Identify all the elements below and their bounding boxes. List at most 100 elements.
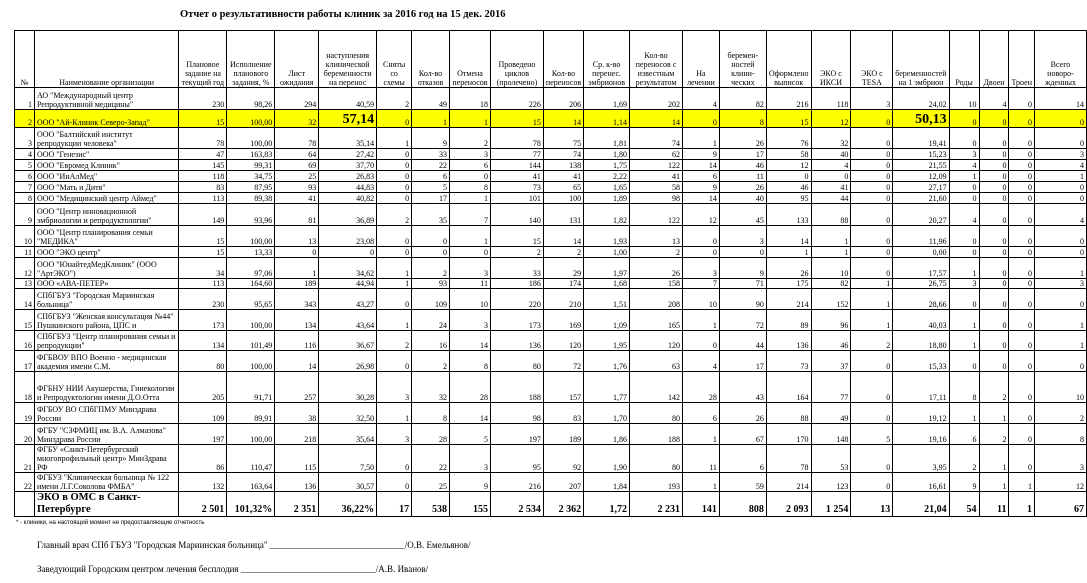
row-number: 22 bbox=[14, 472, 35, 492]
cell-value: 83 bbox=[542, 402, 585, 424]
column-header-label: На лечении bbox=[687, 69, 715, 87]
cell-value: 98,26 bbox=[226, 87, 276, 110]
organization-name: ФГБОУ ВО СПбГПМУ Минздрава России bbox=[33, 402, 180, 424]
cell-value: 6 bbox=[681, 402, 720, 424]
cell-value: 2 bbox=[629, 246, 683, 258]
cell-value: 0 bbox=[318, 246, 378, 258]
cell-value: 197 bbox=[489, 423, 544, 445]
cell-value: 27,42 bbox=[318, 148, 378, 160]
cell-value: 1,70 bbox=[583, 402, 631, 424]
organization-name: ООО "ЮнайтедМедКлиник" (ООО "АртЭКО") bbox=[33, 257, 180, 279]
cell-value: 205 bbox=[178, 371, 228, 403]
cell-value: 140 bbox=[489, 203, 544, 226]
cell-value: 26 bbox=[718, 402, 767, 424]
cell-value: 0 bbox=[1008, 192, 1035, 204]
cell-value: 2 bbox=[1033, 402, 1087, 424]
cell-value: 0 bbox=[850, 472, 894, 492]
cell-value: 18 bbox=[449, 87, 491, 110]
column-header: беременностей на 1 эмбрион bbox=[892, 30, 950, 88]
column-header: Всего новоро-жденных bbox=[1033, 30, 1087, 88]
cell-value: 14 bbox=[681, 159, 720, 171]
cell-value: 216 bbox=[765, 87, 812, 110]
column-header-label: Троен bbox=[1011, 78, 1032, 87]
cell-value: 95 bbox=[489, 444, 544, 473]
cell-value: 220 bbox=[489, 288, 544, 310]
cell-value: 0 bbox=[850, 192, 894, 204]
cell-value: 28 bbox=[449, 371, 491, 403]
cell-value: 46 bbox=[718, 159, 767, 171]
cell-value: 41 bbox=[810, 181, 852, 193]
cell-value: 230 bbox=[178, 87, 228, 110]
cell-value: 0 bbox=[978, 225, 1010, 247]
cell-value: 33 bbox=[489, 257, 544, 279]
cell-value: 9 bbox=[681, 181, 720, 193]
table-row: 16 СПбГБУЗ "Центр планирования семьи и ре… bbox=[14, 330, 1087, 351]
cell-value: 1 bbox=[978, 402, 1010, 424]
cell-value: 0 bbox=[850, 181, 894, 193]
row-number: 7 bbox=[14, 181, 35, 193]
cell-value: 1 bbox=[376, 257, 413, 279]
cell-value: 343 bbox=[274, 288, 320, 310]
cell-value: 13,33 bbox=[226, 246, 276, 258]
row-number: 17 bbox=[14, 350, 35, 372]
cell-value: 47 bbox=[178, 148, 228, 160]
column-header-label: Проведено циклов (пролечено) bbox=[496, 60, 538, 87]
cell-value: 35,64 bbox=[318, 423, 378, 445]
cell-value: 3 bbox=[718, 225, 767, 247]
column-header-label: Ср. к-во перенес. эмбрионов bbox=[588, 60, 625, 87]
column-header: Лист ожидания bbox=[274, 30, 320, 88]
cell-value: 1 bbox=[376, 278, 413, 289]
total-row: ЭКО в ОМС в Санкт-Петербурге 2 501 101,32%… bbox=[14, 491, 1087, 517]
signature-chief-doctor: Главный врач СПб ГБУЗ "Городская Мариинс… bbox=[37, 540, 471, 550]
cell-value: 1,68 bbox=[583, 278, 631, 289]
cell-value: 0 bbox=[1008, 278, 1035, 289]
cell-value: 109 bbox=[411, 288, 450, 310]
cell-value: 0 bbox=[411, 246, 450, 258]
cell-value: 78 bbox=[765, 444, 812, 473]
cell-value: 257 bbox=[274, 371, 320, 403]
cell-value: 8 bbox=[449, 350, 491, 372]
footnote: * - клиники, на настоящий момент не пред… bbox=[16, 520, 205, 526]
cell-value: 10 bbox=[1033, 371, 1087, 403]
cell-value: 21,55 bbox=[892, 159, 950, 171]
cell-value: 21,04 bbox=[892, 491, 950, 517]
cell-value: 1 bbox=[376, 309, 413, 331]
cell-value: 30,57 bbox=[318, 472, 378, 492]
table-row: 4 ООО "Генезис" 47 163,83 64 27,42 0 33 3 77 74 1,8… bbox=[14, 148, 1087, 160]
cell-value: 24 bbox=[411, 309, 450, 331]
cell-value: 0 bbox=[850, 170, 894, 182]
table-row: 10 ООО "Центр планирования семьи "МЕДИКА"… bbox=[14, 225, 1087, 247]
cell-value: 155 bbox=[449, 491, 491, 517]
organization-name: ООО "ИнАлМед" bbox=[33, 170, 180, 182]
cell-value: 100,00 bbox=[226, 309, 276, 331]
cell-value: 2 bbox=[542, 246, 585, 258]
cell-value: 1,81 bbox=[583, 127, 631, 149]
cell-value: 6 bbox=[411, 170, 450, 182]
column-header-label: наступления клинической беременности на … bbox=[323, 51, 372, 87]
cell-value: 80 bbox=[629, 402, 683, 424]
cell-value: 32 bbox=[411, 371, 450, 403]
organization-name: АО "Международный центр Репродуктивной м… bbox=[33, 87, 180, 110]
row-number: 2 bbox=[14, 109, 35, 128]
cell-value: 173 bbox=[178, 309, 228, 331]
cell-value: 1,72 bbox=[583, 491, 631, 517]
cell-value: 141 bbox=[681, 491, 720, 517]
cell-value: 0 bbox=[718, 246, 767, 258]
cell-value: 40,03 bbox=[892, 309, 950, 331]
cell-value: 98 bbox=[629, 192, 683, 204]
cell-value: 1,00 bbox=[583, 246, 631, 258]
cell-value: 186 bbox=[489, 278, 544, 289]
table-row: 14 СПбГБУЗ "Городская Мариинская больница… bbox=[14, 288, 1087, 310]
cell-value: 71 bbox=[718, 278, 767, 289]
cell-value: 0 bbox=[765, 170, 812, 182]
cell-value: 210 bbox=[542, 288, 585, 310]
column-header-label: Лист ожидания bbox=[279, 69, 314, 87]
cell-value: 77 bbox=[810, 371, 852, 403]
table-row: 6 ООО "ИнАлМед" 118 34,75 25 26,83 0 6 0 41 41 2,22… bbox=[14, 170, 1087, 182]
table-row: 2 ООО "Ай-Клиник Северо-Запад" 15 100,00 32 5… bbox=[14, 109, 1087, 128]
cell-value: 152 bbox=[810, 288, 852, 310]
cell-value: 1,76 bbox=[583, 350, 631, 372]
cell-value: 67 bbox=[1033, 491, 1087, 517]
cell-value: 14 bbox=[681, 192, 720, 204]
cell-value: 26,83 bbox=[318, 170, 378, 182]
